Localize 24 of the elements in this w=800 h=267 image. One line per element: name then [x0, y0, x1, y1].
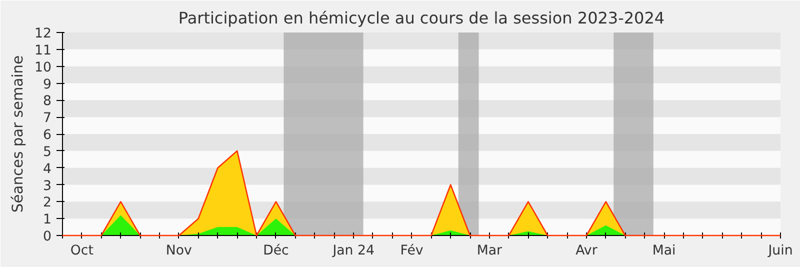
- y-tick-label: 11: [34, 43, 52, 58]
- y-axis-title: Séances par semaine: [10, 55, 27, 213]
- y-tick-label: 12: [34, 26, 52, 42]
- y-tick-label: 2: [43, 196, 52, 211]
- y-tick-label: 10: [34, 60, 52, 76]
- x-tick-label: Avr: [576, 244, 598, 258]
- x-tick-label: Mar: [476, 244, 503, 258]
- chart-title: Participation en hémicycle au cours de la session 2023-2024: [178, 8, 665, 28]
- y-tick-label: 0: [43, 230, 52, 244]
- y-tick-label: 7: [43, 111, 52, 126]
- x-tick-label: Nov: [166, 244, 192, 258]
- y-tick-label: 1: [43, 212, 52, 228]
- x-tick-label: Jan 24: [332, 244, 374, 258]
- x-tick-label: Juin: [767, 244, 793, 258]
- y-tick-label: 6: [43, 128, 52, 143]
- x-tick-label: Déc: [263, 244, 289, 258]
- y-tick-label: 9: [43, 77, 52, 92]
- y-tick-label: 5: [43, 144, 52, 160]
- x-tick-label: Fév: [400, 244, 424, 258]
- x-tick-label: Mai: [652, 244, 676, 258]
- y-tick-label: 4: [43, 162, 52, 177]
- y-tick-label: 8: [43, 94, 52, 110]
- x-tick-label: Oct: [70, 244, 94, 258]
- y-tick-label: 3: [43, 178, 52, 194]
